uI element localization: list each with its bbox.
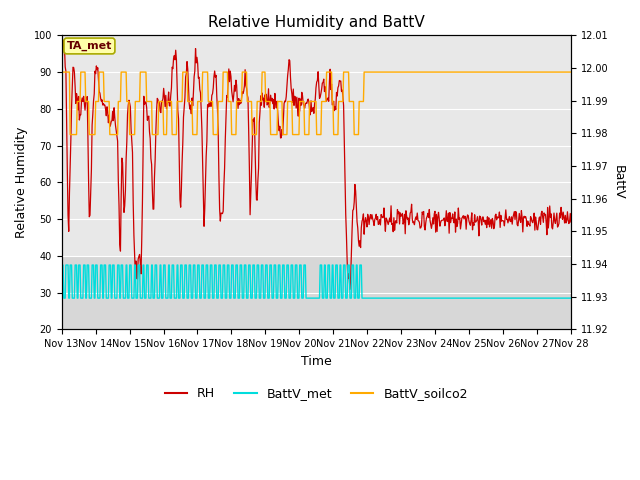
Title: Relative Humidity and BattV: Relative Humidity and BattV <box>208 15 425 30</box>
Y-axis label: BattV: BattV <box>612 165 625 200</box>
Bar <box>61 256 571 329</box>
Y-axis label: Relative Humidity: Relative Humidity <box>15 127 28 238</box>
Legend: RH, BattV_met, BattV_soilco2: RH, BattV_met, BattV_soilco2 <box>160 383 473 406</box>
Text: TA_met: TA_met <box>67 41 112 51</box>
X-axis label: Time: Time <box>301 355 332 368</box>
